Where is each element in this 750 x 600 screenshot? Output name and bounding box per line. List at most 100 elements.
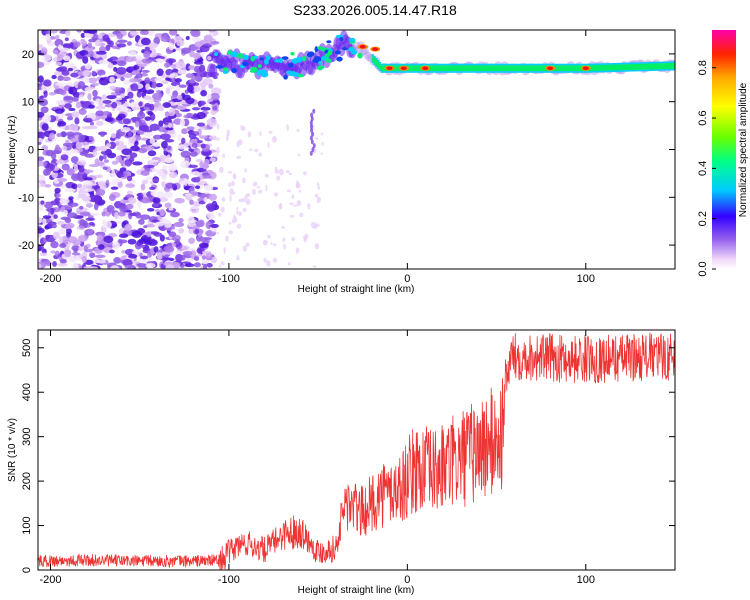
- noise-blob: [54, 34, 60, 41]
- ridge-core: [616, 64, 619, 71]
- ridge-edge: [607, 63, 610, 65]
- noise-blob: [114, 212, 119, 220]
- page-title: S233.2026.005.14.47.R18: [293, 2, 457, 18]
- noise-blob: [98, 102, 104, 107]
- ridge-edge: [441, 63, 444, 66]
- faint-speck: [285, 170, 290, 174]
- ridge-edge: [384, 71, 387, 73]
- faint-speck: [256, 186, 261, 189]
- noise-blob: [38, 244, 42, 251]
- ridge-edge: [432, 71, 435, 73]
- ridge-edge: [632, 62, 635, 64]
- noise-blob: [141, 58, 153, 64]
- ridge-edge: [501, 63, 505, 66]
- noise-blob: [149, 138, 156, 144]
- ridge-edge: [667, 61, 671, 64]
- noise-blob: [87, 266, 99, 269]
- ridge-edge: [489, 71, 492, 73]
- noise-blob: [200, 90, 208, 97]
- ridge-core: [375, 59, 378, 66]
- noise-blob: [168, 42, 175, 51]
- noise-blob: [96, 120, 104, 127]
- noise-blob: [198, 242, 209, 249]
- noise-blob: [164, 191, 173, 198]
- ridge-edge: [496, 63, 499, 66]
- ridge-edge: [519, 71, 522, 73]
- noise-blob: [131, 106, 138, 111]
- noise-blob: [165, 264, 175, 269]
- noise-blob: [143, 225, 148, 229]
- noise-blob: [181, 128, 188, 135]
- ridge-edge: [421, 63, 424, 66]
- ridge-edge: [644, 69, 647, 72]
- noise-blob: [106, 95, 117, 100]
- ridge-core: [641, 63, 644, 70]
- noise-blob: [160, 133, 171, 140]
- noise-blob: [58, 236, 64, 244]
- ridge-edge: [567, 63, 571, 66]
- faint-speck: [226, 134, 229, 142]
- noise-blob: [171, 63, 177, 69]
- noise-blob: [194, 228, 200, 234]
- ridge-core: [484, 65, 487, 72]
- faint-speck: [279, 168, 284, 176]
- noise-blob: [154, 55, 166, 60]
- ridge-edge: [482, 71, 485, 73]
- ridge-edge: [457, 71, 460, 73]
- ridge-blob: [339, 37, 344, 42]
- noise-blob: [60, 216, 71, 221]
- ridge-edge: [534, 71, 537, 73]
- noise-blob: [44, 225, 50, 230]
- ridge-edge: [655, 61, 658, 64]
- ridge-edge: [542, 63, 546, 66]
- ridge-edge: [589, 63, 592, 66]
- faint-speck: [216, 146, 220, 154]
- noise-blob: [42, 218, 47, 226]
- faint-speck: [286, 189, 292, 193]
- ridge-blob: [281, 56, 289, 60]
- noise-blob: [69, 149, 79, 154]
- noise-blob: [68, 107, 76, 112]
- ridge-core: [517, 65, 521, 72]
- noise-blob: [198, 64, 206, 73]
- ridge-core: [505, 65, 508, 72]
- noise-blob: [76, 30, 82, 33]
- noise-blob: [99, 182, 107, 190]
- noise-blob: [147, 42, 158, 49]
- ridge-edge: [444, 71, 448, 73]
- noise-blob: [128, 253, 138, 259]
- noise-blob: [78, 165, 85, 173]
- ridge-core: [377, 61, 380, 68]
- noise-blob: [155, 191, 167, 199]
- ridge-edge: [476, 71, 480, 73]
- ridge-edge: [617, 70, 621, 72]
- noise-blob: [188, 164, 199, 169]
- ridge-edge: [578, 63, 581, 66]
- noise-blob: [153, 36, 160, 45]
- ridge-edge: [382, 63, 385, 66]
- ridge-edge: [500, 71, 503, 73]
- ridge-edge: [594, 71, 597, 73]
- ridge-core: [612, 64, 615, 71]
- ridge-edge: [641, 62, 644, 64]
- faint-speck: [314, 193, 319, 198]
- noise-blob: [169, 73, 175, 79]
- ridge-edge: [521, 71, 524, 73]
- faint-speck: [316, 182, 320, 187]
- ridge-edge: [494, 63, 497, 66]
- ridge-core: [448, 65, 451, 72]
- ridge-edge: [528, 63, 531, 66]
- noise-blob: [78, 234, 88, 242]
- ridge-edge: [666, 69, 669, 71]
- faint-speck: [215, 137, 220, 141]
- ridge-core: [557, 65, 560, 72]
- ridge-core: [444, 65, 448, 72]
- ridge-edge: [451, 71, 455, 73]
- ridge-edge: [546, 71, 549, 73]
- ridge-edge: [419, 63, 423, 66]
- noise-blob: [145, 176, 154, 181]
- noise-blob: [141, 30, 147, 34]
- noise-blob: [88, 104, 95, 109]
- ridge-edge: [546, 63, 549, 66]
- noise-blob: [208, 83, 214, 89]
